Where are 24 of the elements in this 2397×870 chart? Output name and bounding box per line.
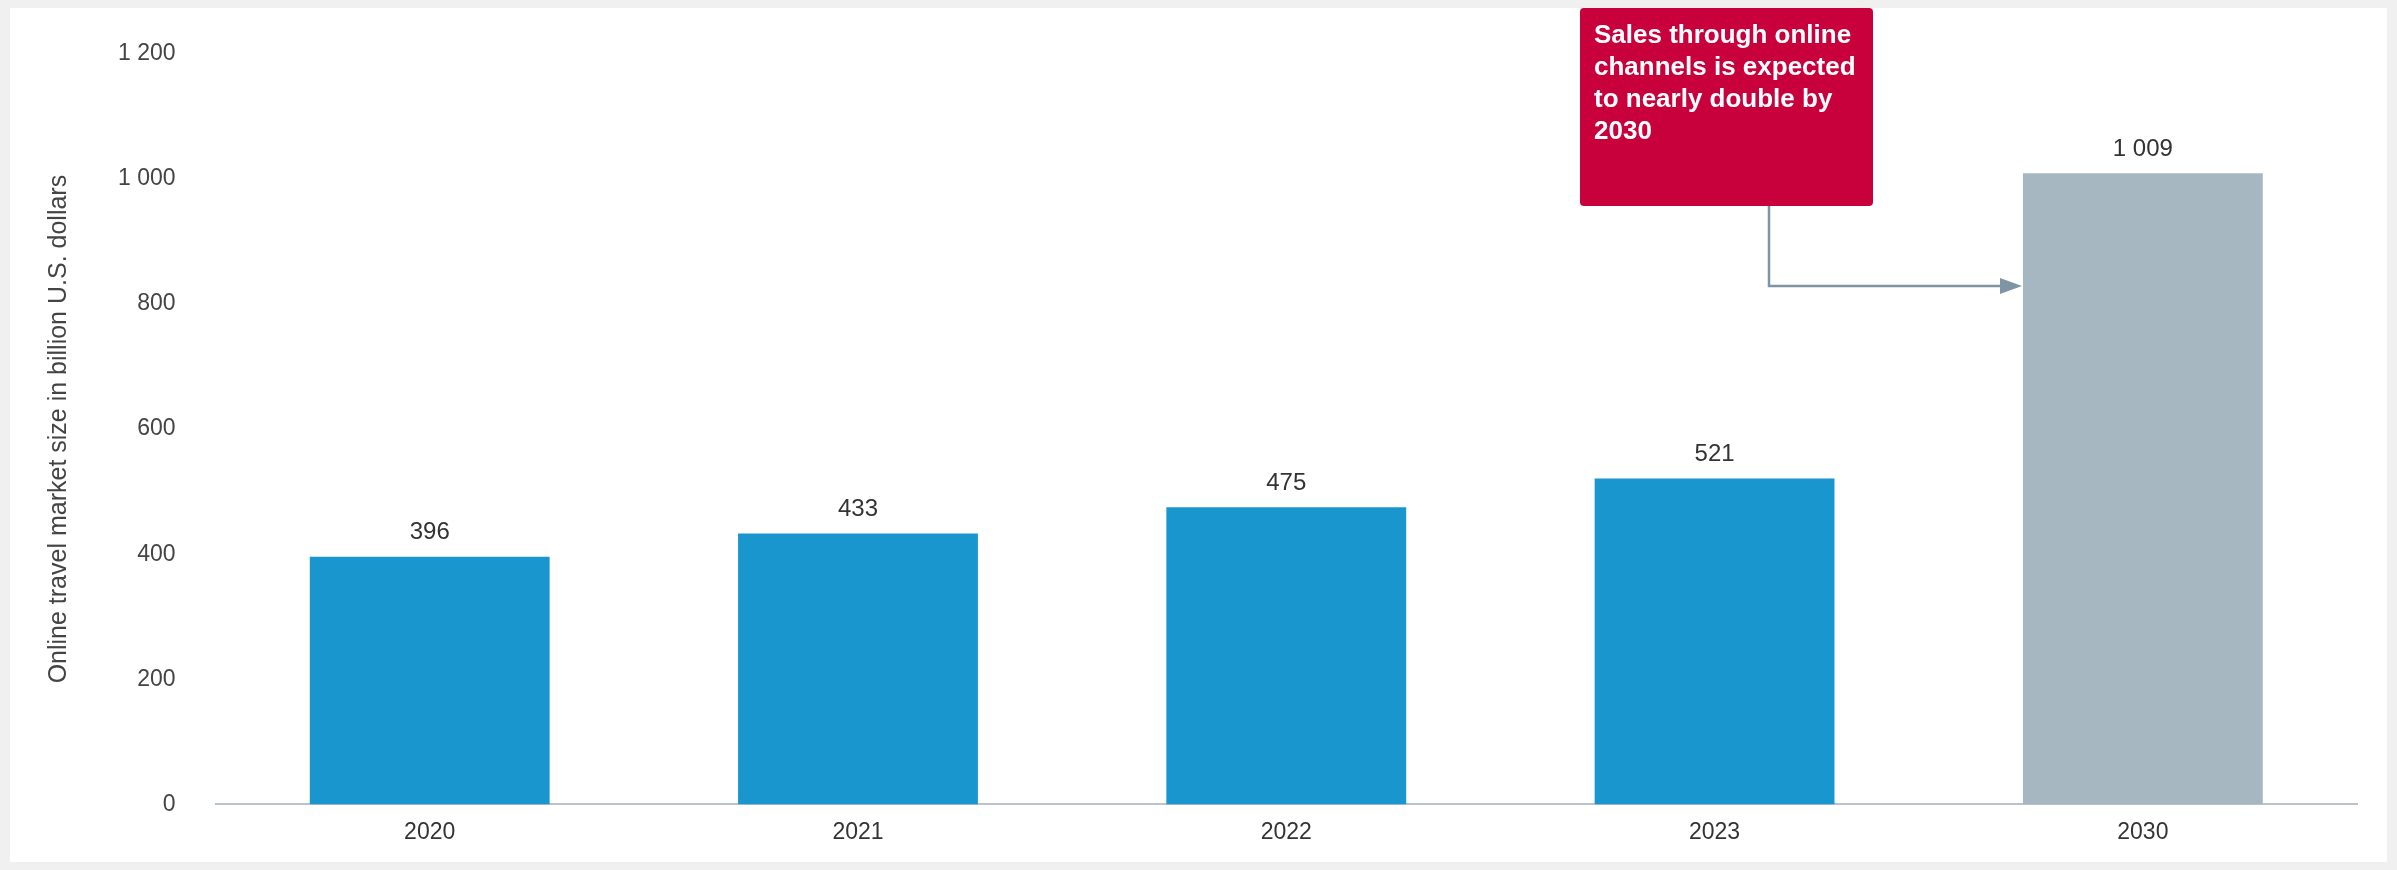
y-tick-label: 600	[137, 414, 176, 441]
y-tick-label: 200	[137, 664, 176, 691]
y-tick-label: 800	[137, 289, 176, 316]
data-label: 521	[1694, 439, 1735, 467]
bar	[738, 533, 978, 805]
data-label: 1 009	[2112, 133, 2173, 161]
data-label: 433	[837, 494, 879, 522]
x-tick-label: 2020	[404, 817, 456, 844]
data-label: 475	[1266, 467, 1307, 495]
y-tick-label: 1 000	[117, 164, 176, 191]
x-tick-label: 2023	[1688, 817, 1741, 844]
annotation: Sales through online channels is expected to nearly double by 2030	[1593, 18, 1857, 147]
y-tick-label: 1 200	[117, 39, 176, 66]
y-axis-title: Online travel market size in billion U.S. dollars	[42, 174, 71, 684]
bar	[309, 556, 550, 805]
bar	[1166, 507, 1407, 805]
data-label: 396	[409, 517, 450, 545]
bar	[2022, 173, 2263, 805]
x-tick-label: 2030	[2117, 817, 2169, 844]
y-tick-label: 400	[137, 539, 176, 566]
x-tick-label: 2021	[832, 817, 884, 844]
bar	[1594, 478, 1835, 805]
x-tick-label: 2022	[1260, 817, 1312, 844]
y-tick-label: 0	[162, 789, 176, 816]
